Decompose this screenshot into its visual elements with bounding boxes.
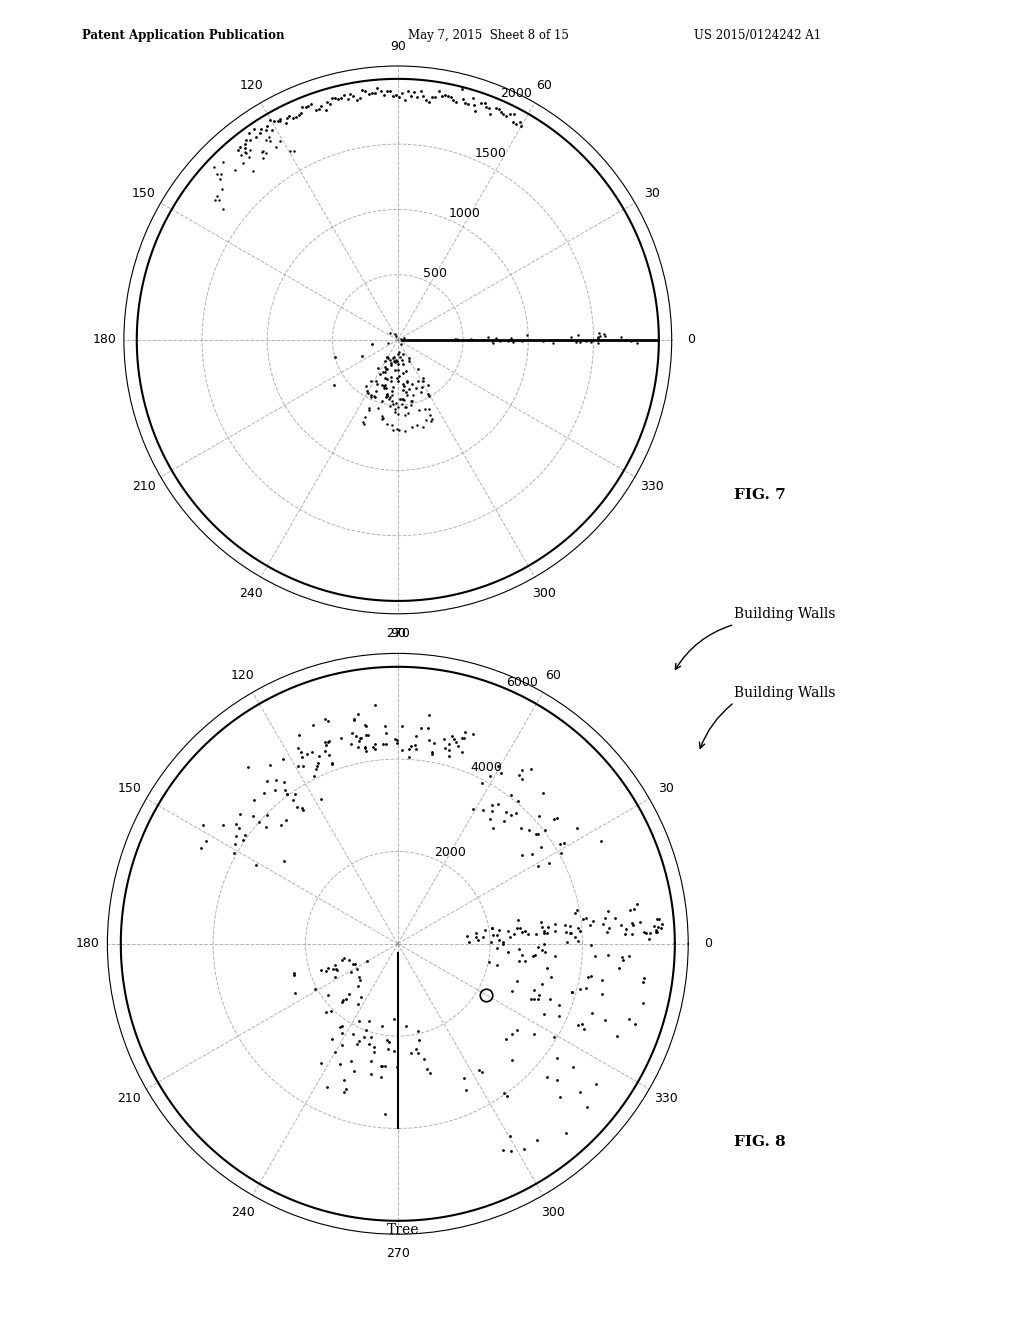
- Text: Building Walls: Building Walls: [734, 607, 836, 620]
- Text: Building Walls: Building Walls: [734, 686, 836, 700]
- Text: FIG. 8: FIG. 8: [734, 1135, 786, 1148]
- Text: FIG. 7: FIG. 7: [734, 488, 786, 502]
- Text: Patent Application Publication: Patent Application Publication: [82, 29, 284, 42]
- Text: Tree: Tree: [386, 1224, 419, 1237]
- Text: May 7, 2015  Sheet 8 of 15: May 7, 2015 Sheet 8 of 15: [408, 29, 569, 42]
- Text: US 2015/0124242 A1: US 2015/0124242 A1: [693, 29, 820, 42]
